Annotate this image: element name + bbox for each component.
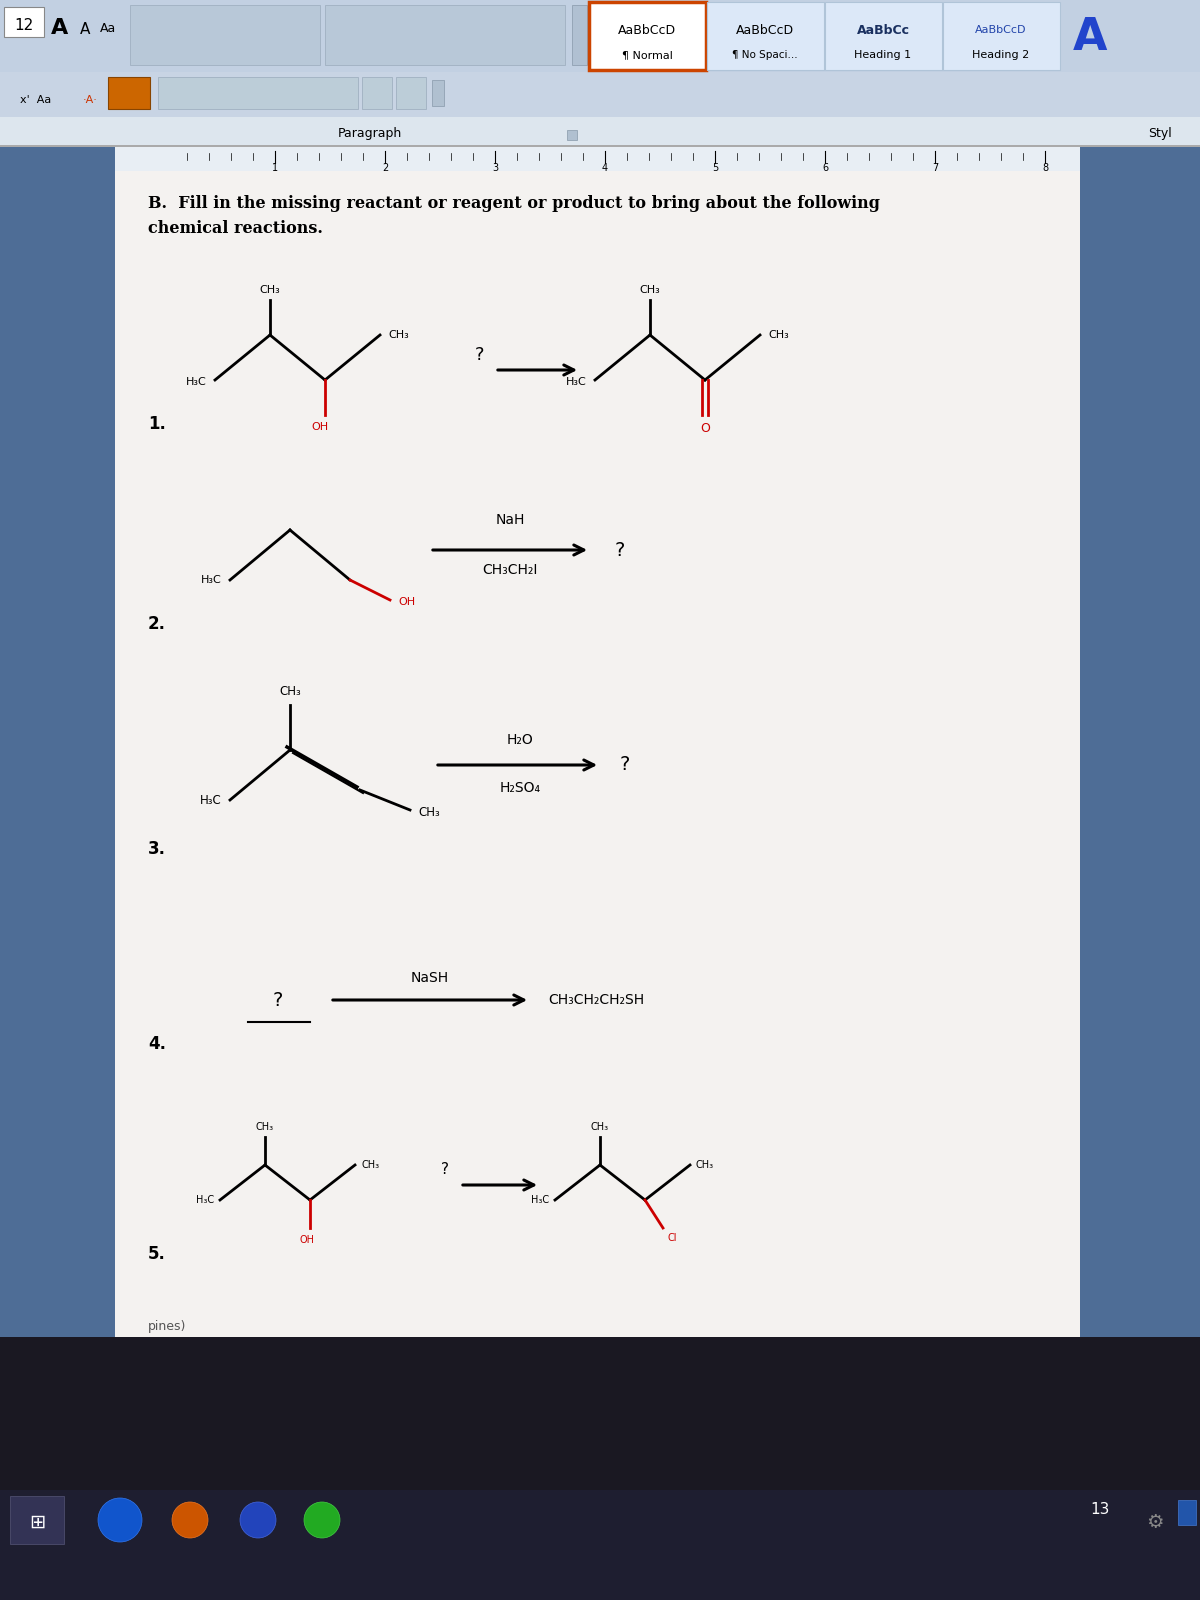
Bar <box>362 77 392 109</box>
Text: 1: 1 <box>272 163 278 173</box>
Circle shape <box>304 1502 340 1538</box>
Circle shape <box>240 1502 276 1538</box>
Bar <box>1178 1501 1196 1525</box>
Text: 6: 6 <box>822 163 828 173</box>
Text: H₂O: H₂O <box>506 733 533 747</box>
Text: Paragraph: Paragraph <box>338 126 402 139</box>
Text: AaBbCc: AaBbCc <box>857 24 910 37</box>
Text: ¶ Normal: ¶ Normal <box>622 50 672 59</box>
Text: AaBbCcD: AaBbCcD <box>976 26 1027 35</box>
Text: CH₃CH₂CH₂SH: CH₃CH₂CH₂SH <box>548 994 644 1006</box>
Bar <box>572 5 587 66</box>
Bar <box>115 147 1080 171</box>
Text: OH: OH <box>300 1235 314 1245</box>
Bar <box>0 72 1200 117</box>
Bar <box>0 146 1200 147</box>
Text: H₂SO₄: H₂SO₄ <box>499 781 540 795</box>
Circle shape <box>98 1498 142 1542</box>
Text: CH₃: CH₃ <box>256 1122 274 1133</box>
Text: 8: 8 <box>1042 163 1048 173</box>
Bar <box>130 5 320 66</box>
Bar <box>0 1490 1200 1600</box>
Text: CH₃: CH₃ <box>388 330 409 341</box>
Text: Aa: Aa <box>100 21 116 35</box>
Bar <box>158 77 358 109</box>
Text: 7: 7 <box>932 163 938 173</box>
Text: OH: OH <box>312 422 329 432</box>
Text: Heading 1: Heading 1 <box>854 50 912 59</box>
Text: ⊞: ⊞ <box>29 1512 46 1531</box>
Text: CH₃: CH₃ <box>259 285 281 294</box>
Text: CH₃: CH₃ <box>280 685 301 698</box>
Text: ·A·: ·A· <box>83 94 97 106</box>
Bar <box>568 130 577 141</box>
Bar <box>0 117 1200 146</box>
FancyBboxPatch shape <box>707 2 824 70</box>
Text: 2: 2 <box>382 163 388 173</box>
Text: B.  Fill in the missing reactant or reagent or product to bring about the follow: B. Fill in the missing reactant or reage… <box>148 195 880 237</box>
Text: CH₃CH₂I: CH₃CH₂I <box>482 563 538 578</box>
Text: AaBbCcD: AaBbCcD <box>736 24 794 37</box>
Bar <box>325 5 565 66</box>
Text: AaBbCcD: AaBbCcD <box>618 24 676 37</box>
Text: 5.: 5. <box>148 1245 166 1262</box>
Text: ?: ? <box>272 990 283 1010</box>
Text: CH₃: CH₃ <box>361 1160 379 1170</box>
FancyBboxPatch shape <box>826 2 942 70</box>
Text: Cl: Cl <box>667 1234 677 1243</box>
Text: ?: ? <box>442 1163 449 1178</box>
FancyBboxPatch shape <box>589 2 706 70</box>
Text: NaH: NaH <box>496 514 524 526</box>
Text: A: A <box>80 22 90 37</box>
Text: ?: ? <box>616 541 625 560</box>
Bar <box>115 147 1080 1338</box>
Text: CH₃: CH₃ <box>696 1160 714 1170</box>
Text: A: A <box>52 18 68 38</box>
Text: H₃C: H₃C <box>196 1195 214 1205</box>
Text: x'  Aa: x' Aa <box>20 94 52 106</box>
Bar <box>0 147 115 1347</box>
Text: H₃C: H₃C <box>200 794 222 806</box>
Text: H₃C: H₃C <box>186 378 208 387</box>
Bar <box>0 0 1200 72</box>
Text: ⚙: ⚙ <box>1146 1512 1164 1531</box>
Text: OH: OH <box>398 597 415 606</box>
Text: H₃C: H₃C <box>566 378 587 387</box>
FancyBboxPatch shape <box>4 6 44 37</box>
Text: CH₃: CH₃ <box>418 805 439 819</box>
Text: ¶ No Spaci...: ¶ No Spaci... <box>732 50 798 59</box>
Bar <box>1080 147 1200 1347</box>
Text: CH₃: CH₃ <box>640 285 660 294</box>
Bar <box>0 1338 1200 1600</box>
Text: 4: 4 <box>602 163 608 173</box>
Text: A: A <box>1073 16 1108 59</box>
Bar <box>108 77 150 109</box>
Text: 3.: 3. <box>148 840 166 858</box>
Bar <box>432 80 444 106</box>
Text: 13: 13 <box>1091 1502 1110 1517</box>
Bar <box>0 1490 1200 1600</box>
Text: CH₃: CH₃ <box>768 330 788 341</box>
Text: Heading 2: Heading 2 <box>972 50 1030 59</box>
Text: 3: 3 <box>492 163 498 173</box>
Text: CH₃: CH₃ <box>590 1122 610 1133</box>
Text: O: O <box>700 422 710 435</box>
Text: 12: 12 <box>14 18 34 32</box>
FancyBboxPatch shape <box>10 1496 64 1544</box>
Text: ?: ? <box>620 755 630 774</box>
FancyBboxPatch shape <box>943 2 1060 70</box>
Text: pines): pines) <box>148 1320 186 1333</box>
Text: H₃C: H₃C <box>202 574 222 586</box>
Text: 1.: 1. <box>148 414 166 434</box>
Text: H₃C: H₃C <box>530 1195 550 1205</box>
Text: 2.: 2. <box>148 614 166 634</box>
Circle shape <box>172 1502 208 1538</box>
Text: NaSH: NaSH <box>410 971 449 986</box>
Text: 4.: 4. <box>148 1035 166 1053</box>
Text: 5: 5 <box>712 163 718 173</box>
Text: Styl: Styl <box>1148 126 1172 139</box>
Bar <box>396 77 426 109</box>
Text: ?: ? <box>475 346 485 365</box>
